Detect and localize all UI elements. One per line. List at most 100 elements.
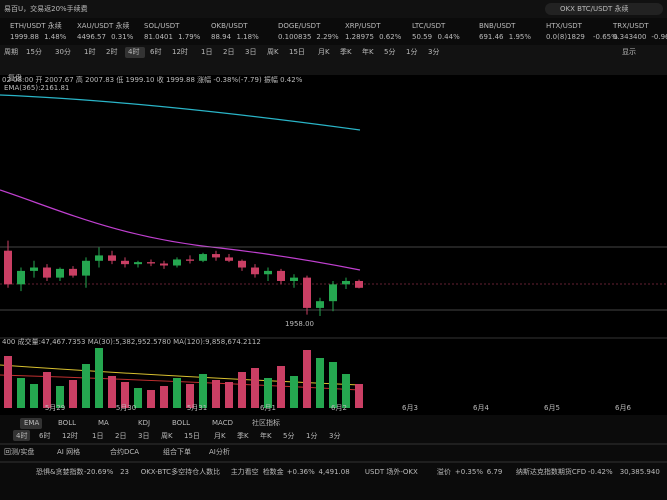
ticker-name[interactable]: OKB/USDT [211,22,248,30]
promo: 易百U，交易返20%手续费 [4,4,88,13]
candle-body [316,301,324,308]
candle-body [134,262,142,265]
ticker-name[interactable]: XRP/USDT [345,22,381,30]
ticker-change: 1.48% [44,33,67,41]
ema-label: EMA(365):2161.81 [4,84,69,92]
interval-tab[interactable]: 15日 [184,432,200,440]
indicator-tab[interactable]: EMA [24,419,39,427]
ticker-name[interactable]: HTX/USDT [546,22,583,30]
interval-tab[interactable]: 季K [237,431,249,440]
period-tab[interactable]: 1时 [84,47,95,56]
footer-name[interactable]: 纳斯达克指数期货CFD [516,467,586,476]
period-tab[interactable]: 5分 [384,47,395,56]
period-tab[interactable]: 3分 [428,47,439,56]
search-text[interactable]: OKX BTC/USDT 永续 [560,4,629,13]
candle-body [82,260,90,276]
indicator-tab[interactable]: MA [98,419,109,427]
ticker-change: 1.79% [178,33,201,41]
interval-tab[interactable]: 3分 [329,431,340,440]
footer-value: 23 [120,468,129,476]
x-tick-label: 5月30 [116,404,136,412]
footer-name[interactable]: OKX-BTC多空持仓人数比 [141,467,220,476]
ticker-price: 0.343400 [613,33,646,41]
x-tick-label: 5月29 [45,404,65,412]
indicator-tab[interactable]: BOLL [172,419,190,427]
candle-body [342,280,350,285]
ticker-name[interactable]: LTC/USDT [412,22,446,30]
period-tab[interactable]: 周期 [4,48,18,56]
period-tab[interactable]: 15日 [289,48,305,56]
bottom-tab[interactable]: AI分析 [209,447,230,456]
ticker-name[interactable]: ETH/USDT 永续 [10,21,62,30]
ticker-name[interactable]: XAU/USDT 永续 [77,21,130,30]
footer-name[interactable]: USDT 场外-OKX [365,467,418,476]
indicator-tab[interactable]: MACD [212,419,233,427]
bottom-tab[interactable]: 回测/实盘 [4,447,34,456]
interval-tab[interactable]: 月K [214,432,226,440]
x-tick-label: 6月1 [260,404,276,412]
interval-tab[interactable]: 5分 [283,431,294,440]
interval-tab[interactable]: 12时 [62,431,78,440]
ticker-change: 1.95% [509,33,532,41]
ticker-name[interactable]: SOL/USDT [144,22,180,30]
interval-tab[interactable]: 1日 [92,432,103,440]
candle-body [147,262,155,264]
footer-tag: 溢价 [437,467,451,476]
search-box[interactable] [545,3,663,15]
candle-body [69,268,77,276]
display-button[interactable]: 显示 [622,48,636,56]
period-tab[interactable]: 1分 [406,47,417,56]
candle-body [277,270,285,281]
interval-tab[interactable]: 3日 [138,432,149,440]
interval-tab[interactable]: 周K [161,432,173,440]
period-tab[interactable]: 2时 [106,47,117,56]
indicator-tab[interactable]: KDJ [138,419,150,427]
bottom-tab[interactable]: AI 网格 [57,447,80,456]
candle-body [186,259,194,261]
footer-change: +0.35% [455,468,483,476]
interval-tab[interactable]: 1分 [306,431,317,440]
replay-button[interactable]: 复盘 [8,73,22,82]
indicator-tab[interactable]: BOLL [58,419,76,427]
footer-name[interactable]: 恐惧&贪婪指数 [36,467,83,476]
volume-bar [303,350,311,408]
volume-bar [147,390,155,408]
bottom-tab[interactable]: 组合下单 [163,447,191,456]
period-tab[interactable]: 30分 [55,47,71,56]
period-tab[interactable]: 月K [318,48,330,56]
footer-name[interactable]: 检数金 [263,467,284,476]
interval-tab[interactable]: 2日 [115,432,126,440]
period-tab[interactable]: 12时 [172,47,188,56]
volume-bar [17,378,25,408]
period-tab[interactable]: 6时 [150,47,161,56]
ticker-name[interactable]: DOGE/USDT [278,22,321,30]
period-tab[interactable]: 年K [362,47,374,56]
indicator-tab[interactable]: 社区指标 [252,418,280,427]
volume-bar [199,374,207,408]
candle-body [43,267,51,278]
period-tab[interactable]: 周K [267,48,279,56]
period-tab[interactable]: 1日 [201,48,212,56]
ticker-name[interactable]: TRX/USDT [612,22,649,30]
volume-bar [238,372,246,408]
candle-body [251,267,259,275]
vol-ma120 [0,374,361,391]
candle-body [30,267,38,271]
period-tab[interactable]: 4时 [128,47,139,56]
ticker-change: 0.31% [111,33,134,41]
period-tab[interactable]: 2日 [223,48,234,56]
ticker-name[interactable]: BNB/USDT [479,22,516,30]
interval-tab[interactable]: 6时 [39,431,50,440]
interval-tab[interactable]: 年K [260,431,272,440]
interval-tab[interactable]: 4时 [16,431,27,440]
period-tab[interactable]: 3日 [245,48,256,56]
bottom-tab[interactable]: 合约DCA [110,447,139,456]
candle-body [95,255,103,261]
footer-value: 6.79 [487,468,503,476]
ticker-price: 0.0(8)1829 [546,33,585,41]
footer-change: -0.42% [588,468,613,476]
period-tab[interactable]: 15分 [26,47,42,56]
period-tab[interactable]: 季K [340,47,352,56]
footer-value: 30,385.940 [620,468,660,476]
